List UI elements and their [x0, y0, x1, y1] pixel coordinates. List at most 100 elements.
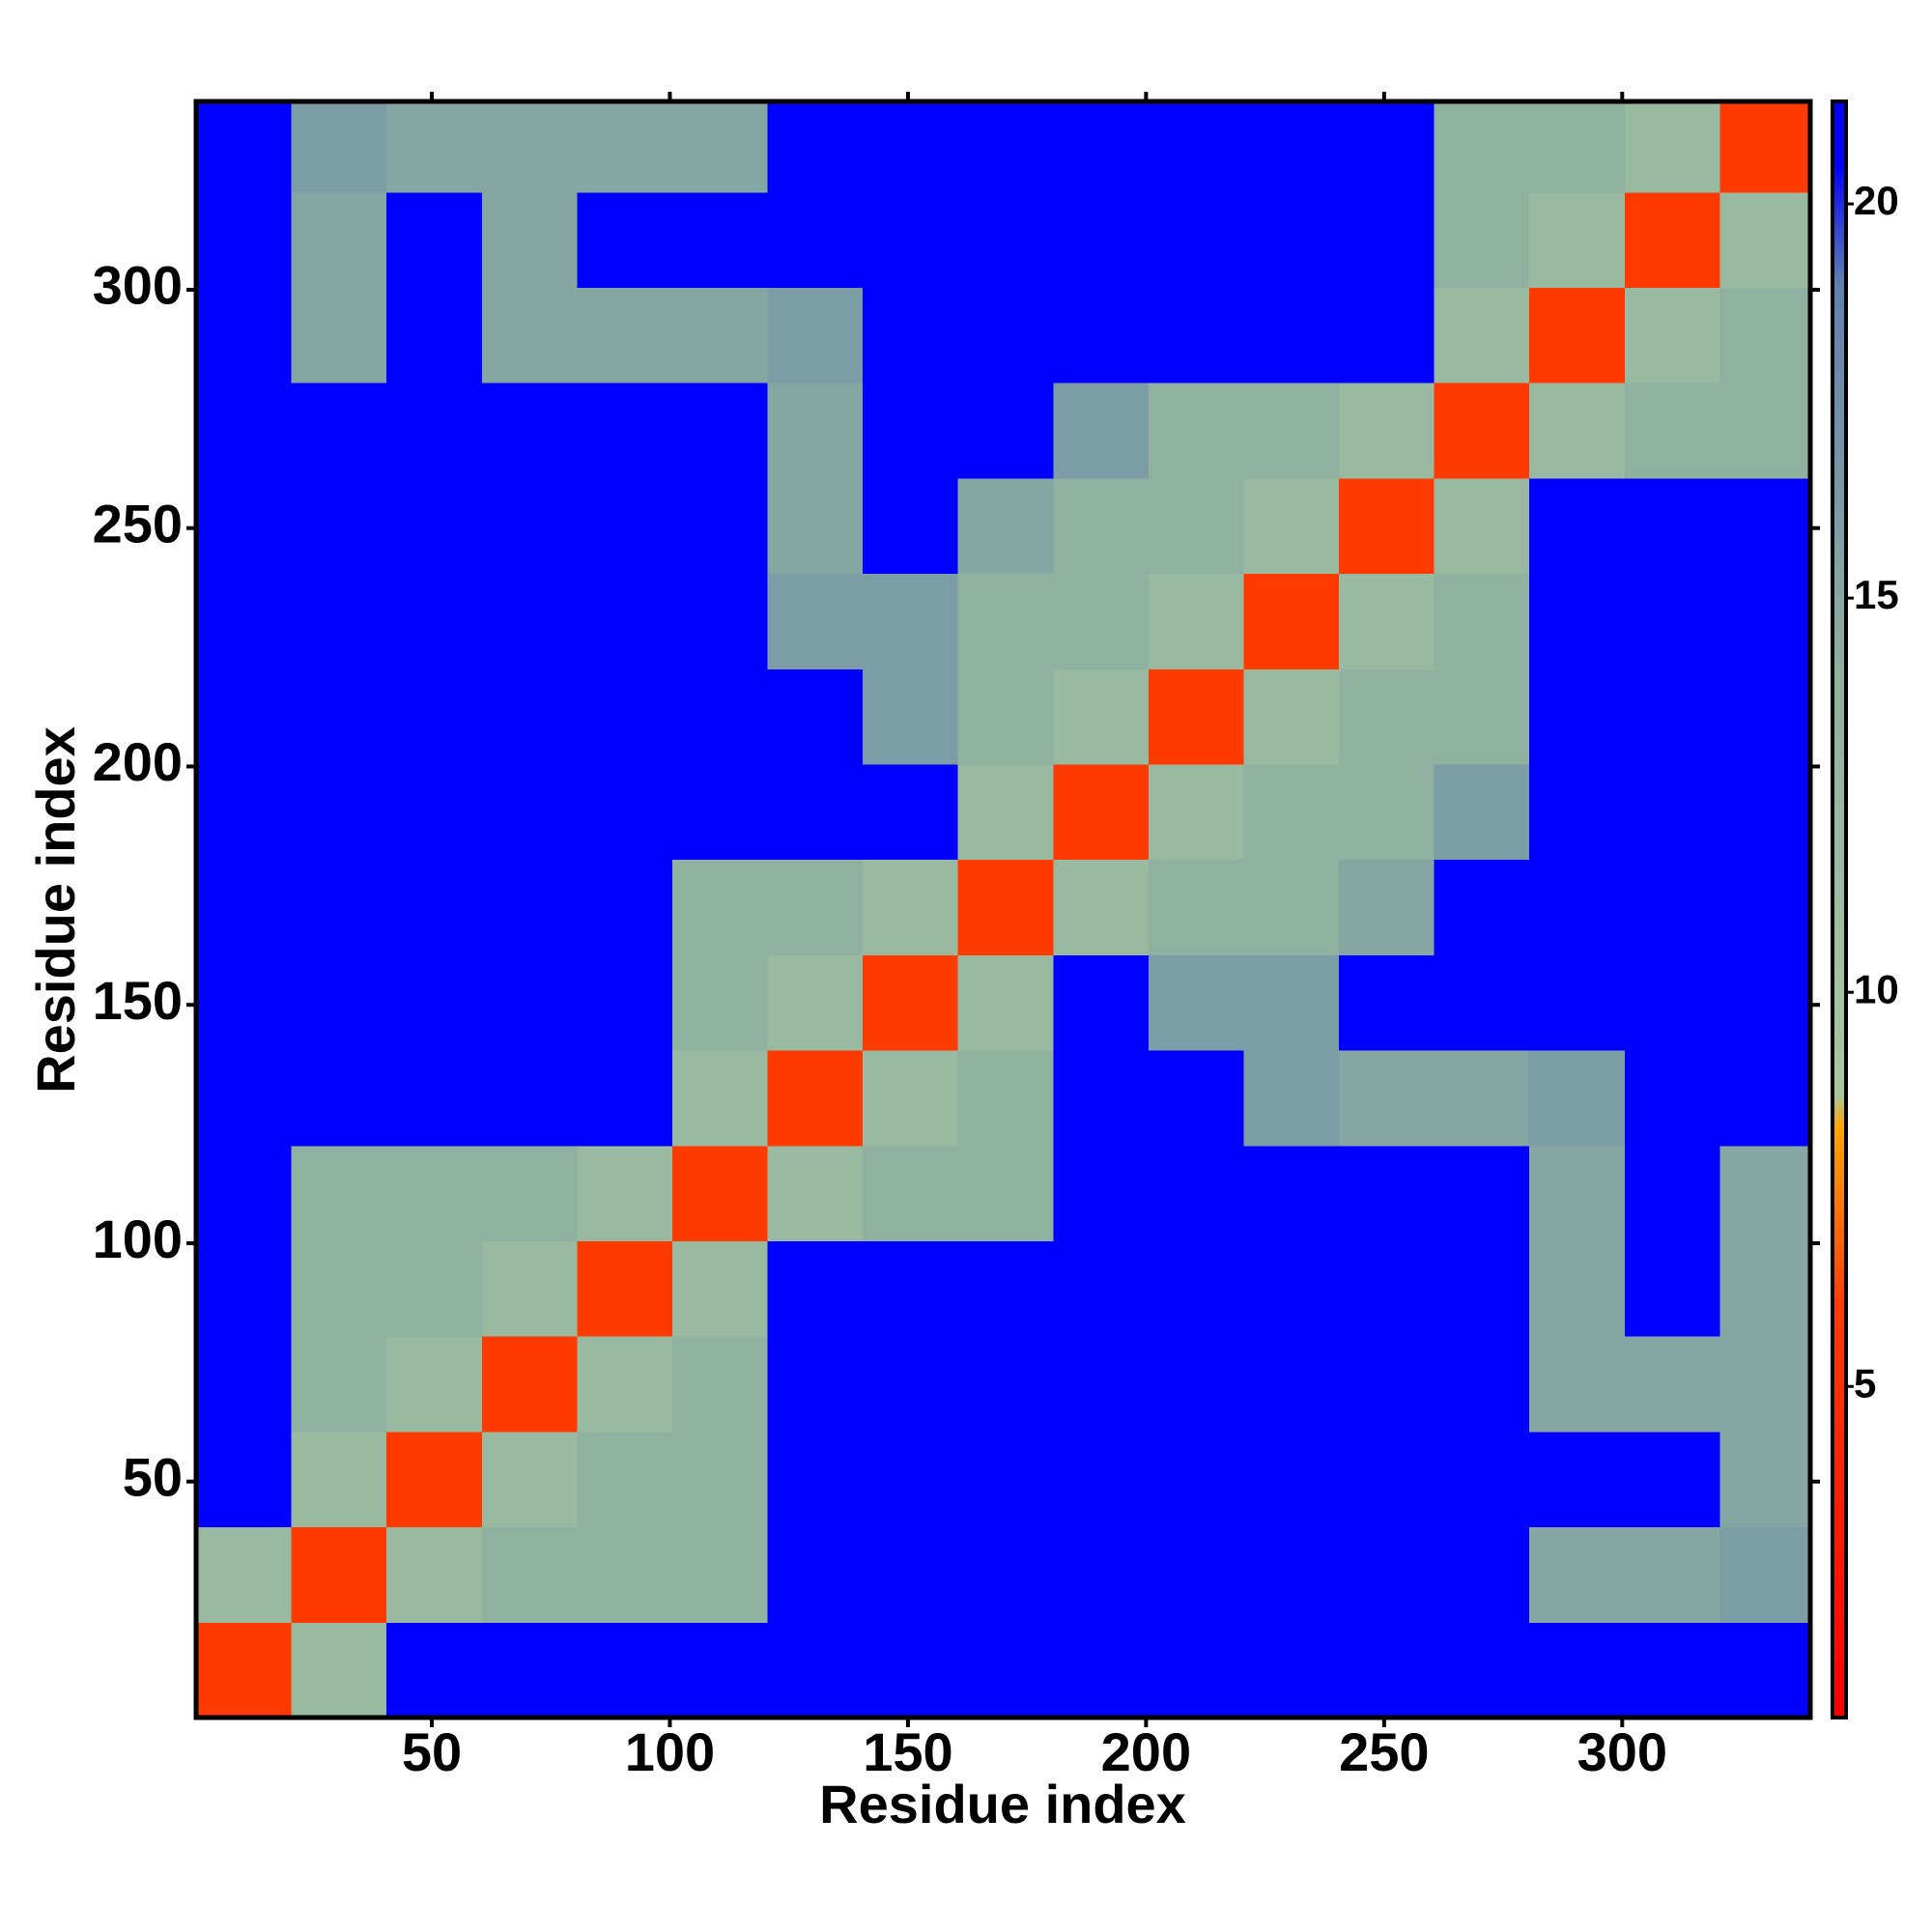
- heatmap-cell: [1053, 383, 1150, 479]
- heatmap-cell: [957, 573, 1054, 669]
- heatmap-cell: [386, 859, 483, 955]
- heatmap-cell: [1719, 668, 1811, 765]
- heatmap-cell: [1529, 1336, 1626, 1433]
- heatmap-cell: [1719, 477, 1811, 575]
- heatmap-cell: [577, 1431, 673, 1528]
- heatmap-cell: [1434, 954, 1530, 1051]
- heatmap-cell: [577, 1336, 673, 1433]
- heatmap-cell: [671, 287, 769, 384]
- colorbar-tick-label: 20: [1854, 178, 1899, 223]
- heatmap-cell: [291, 1050, 387, 1147]
- heatmap-cell: [1243, 1526, 1340, 1623]
- heatmap-cell: [671, 1050, 769, 1147]
- heatmap-cell: [863, 1336, 959, 1433]
- heatmap-cell: [767, 573, 864, 669]
- heatmap-cell: [481, 477, 578, 575]
- heatmap-cell: [481, 191, 578, 288]
- heatmap-cell: [1529, 954, 1626, 1051]
- heatmap-cell: [1053, 763, 1150, 861]
- heatmap-cell: [1529, 668, 1626, 765]
- heatmap-cell: [386, 1431, 483, 1528]
- heatmap-cell: [1148, 859, 1244, 955]
- heatmap-cell: [1719, 859, 1811, 955]
- heatmap-cell: [1624, 1622, 1720, 1719]
- y-tick-label: 200: [93, 731, 183, 792]
- heatmap-cell: [767, 101, 864, 193]
- heatmap-cell: [196, 287, 293, 384]
- heatmap-cell: [1053, 1622, 1150, 1719]
- heatmap-cell: [1719, 1526, 1811, 1623]
- heatmap-cell: [863, 859, 959, 955]
- heatmap-cell: [577, 668, 673, 765]
- heatmap-cell: [1339, 1145, 1435, 1241]
- heatmap-cell: [291, 668, 387, 765]
- y-tick-label: 150: [93, 970, 183, 1031]
- heatmap-cell: [1243, 1240, 1340, 1337]
- heatmap-cell: [1529, 1622, 1626, 1719]
- y-tick-label: 50: [123, 1447, 183, 1508]
- y-tick-label: 300: [93, 255, 183, 316]
- heatmap-cell: [957, 383, 1054, 479]
- heatmap-cell: [1624, 1145, 1720, 1241]
- heatmap-cell: [863, 287, 959, 384]
- heatmap-cell: [577, 954, 673, 1051]
- heatmap-cell: [1339, 191, 1435, 288]
- heatmap-cell: [1243, 1622, 1340, 1719]
- x-tick-label: 300: [1577, 1721, 1667, 1782]
- heatmap-cell: [291, 859, 387, 955]
- heatmap-cell: [481, 573, 578, 669]
- heatmap-cell: [577, 1145, 673, 1241]
- heatmap-cell: [863, 1050, 959, 1147]
- heatmap-cell: [1148, 383, 1244, 479]
- heatmap-cell: [1434, 1240, 1530, 1337]
- heatmap-cell: [1339, 1336, 1435, 1433]
- heatmap-cell: [1148, 1240, 1244, 1337]
- heatmap-cell: [291, 1240, 387, 1337]
- heatmap-cell: [1148, 1336, 1244, 1433]
- heatmap-cell: [291, 1431, 387, 1528]
- heatmap-cell: [1053, 1336, 1150, 1433]
- heatmap-cell: [1148, 287, 1244, 384]
- heatmap-cell: [1148, 573, 1244, 669]
- heatmap-cell: [481, 668, 578, 765]
- heatmap-cell: [1339, 1622, 1435, 1719]
- heatmap-cell: [1624, 1240, 1720, 1337]
- heatmap-cell: [196, 573, 293, 669]
- heatmap-cell: [196, 1526, 293, 1623]
- heatmap-cell: [767, 1336, 864, 1433]
- heatmap-cell: [1148, 763, 1244, 861]
- heatmap-cell: [1529, 1240, 1626, 1337]
- heatmap-cell: [196, 1622, 293, 1719]
- heatmap-cell: [1624, 287, 1720, 384]
- heatmap-cell: [957, 477, 1054, 575]
- heatmap-cell: [863, 1622, 959, 1719]
- heatmap-cell: [1529, 1145, 1626, 1241]
- heatmap-cell: [863, 1145, 959, 1241]
- heatmap-cell: [1053, 1526, 1150, 1623]
- heatmap-cell: [863, 1240, 959, 1337]
- heatmap-cell: [1624, 859, 1720, 955]
- heatmap-cell: [863, 668, 959, 765]
- heatmap-cell: [1243, 1431, 1340, 1528]
- heatmap-cell: [1243, 101, 1340, 193]
- heatmap-cell: [386, 954, 483, 1051]
- heatmap-cell: [957, 1145, 1054, 1241]
- heatmap-cell: [291, 1526, 387, 1623]
- heatmap-cell: [386, 668, 483, 765]
- heatmap-cell: [1434, 1431, 1530, 1528]
- heatmap-cell: [1339, 859, 1435, 955]
- heatmap-cell: [1243, 1145, 1340, 1241]
- heatmap-cell: [291, 1622, 387, 1719]
- heatmap-cell: [671, 1145, 769, 1241]
- heatmap-cell: [1624, 477, 1720, 575]
- heatmap-cell: [671, 191, 769, 288]
- heatmap-cell: [1719, 287, 1811, 384]
- heatmap-cell: [196, 763, 293, 861]
- heatmap-cell: [671, 1526, 769, 1623]
- heatmap-cell: [1624, 191, 1720, 288]
- heatmap-cell: [863, 1431, 959, 1528]
- heatmap-cell: [1148, 1050, 1244, 1147]
- heatmap-cell: [1053, 477, 1150, 575]
- heatmap-cell: [1719, 573, 1811, 669]
